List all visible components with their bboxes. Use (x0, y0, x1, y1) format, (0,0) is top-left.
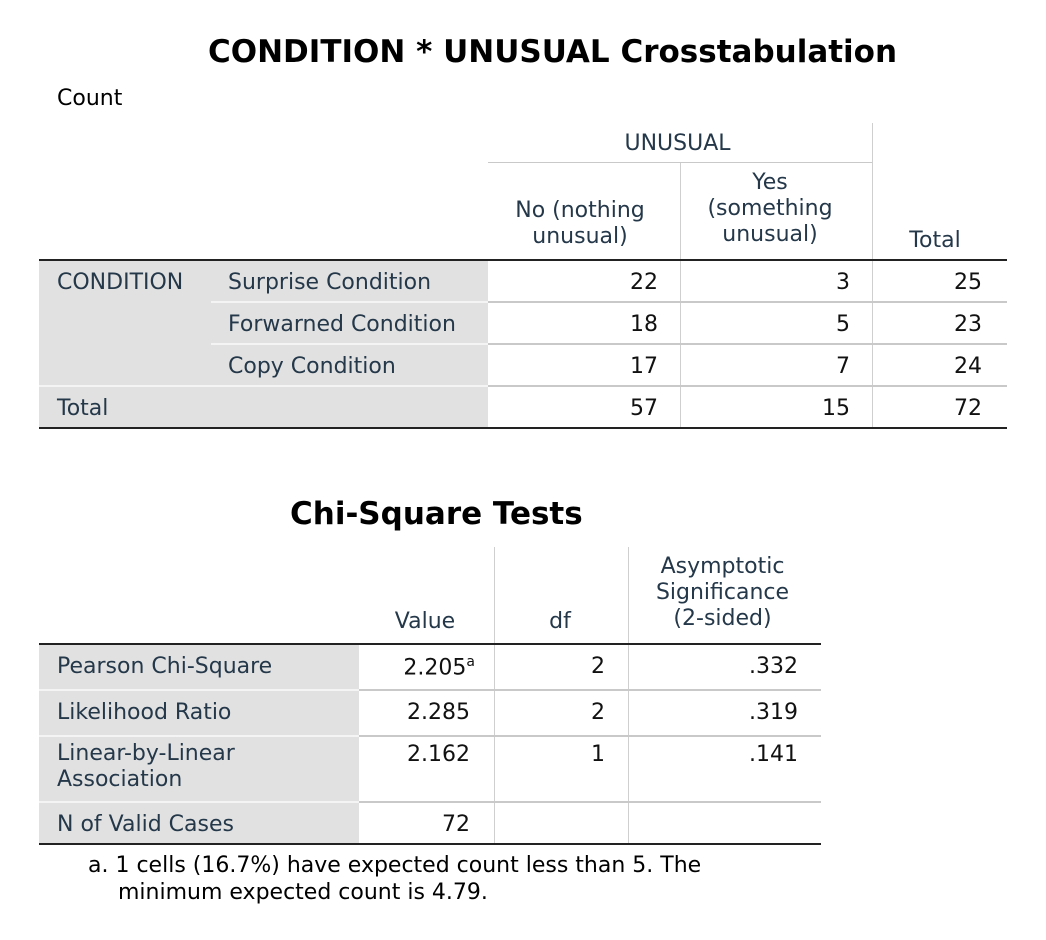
col-header-total: Total (909, 228, 961, 253)
divider (628, 547, 629, 843)
divider (494, 547, 495, 843)
row-group-label: CONDITION (57, 270, 184, 295)
chi-value: 2.162 (407, 742, 470, 767)
crosstab-title: CONDITION * UNUSUAL Crosstabulation (208, 34, 898, 70)
divider (211, 301, 488, 303)
footnote-marker: a (466, 654, 475, 670)
divider (39, 643, 821, 645)
chi-row-label: Linear-by-Linear Association (57, 741, 235, 792)
row-label-copy: Copy Condition (228, 354, 396, 379)
footnote-line-2: minimum expected count is 4.79. (118, 880, 488, 905)
cell: 24 (954, 354, 982, 379)
row-label-total: Total (57, 396, 109, 421)
chi-row-label: N of Valid Cases (57, 812, 234, 837)
chi-footnote: a. 1 cells (16.7%) have expected count l… (88, 852, 768, 906)
divider (488, 343, 1007, 345)
divider (39, 259, 1007, 261)
cell: 3 (836, 270, 850, 295)
cell: 57 (630, 396, 658, 421)
chi-sig: .141 (749, 742, 798, 767)
chi-df: 2 (591, 700, 605, 725)
chi-value: 72 (442, 812, 470, 837)
divider (359, 689, 821, 691)
chi-sig: .319 (749, 700, 798, 725)
chi-sig: .332 (749, 654, 798, 679)
chi-title: Chi-Square Tests (290, 496, 583, 532)
divider (359, 735, 821, 737)
cell: 15 (822, 396, 850, 421)
crosstab-subtitle: Count (57, 86, 123, 111)
divider (872, 123, 873, 260)
divider (488, 385, 1007, 387)
divider (488, 301, 1007, 303)
chi-df: 1 (591, 742, 605, 767)
divider (488, 162, 872, 163)
divider (211, 343, 488, 345)
col-group-header: UNUSUAL (624, 131, 731, 156)
divider (39, 735, 359, 737)
col-header-no: No (nothing unusual) (515, 198, 645, 249)
divider (39, 427, 1007, 429)
divider (39, 801, 359, 803)
cell: 72 (954, 396, 982, 421)
divider (680, 163, 681, 260)
divider (359, 801, 821, 803)
col-header-yes: Yes (something unusual) (707, 170, 833, 247)
chi-value: 2.205a (403, 654, 475, 681)
cell: 18 (630, 312, 658, 337)
divider (39, 385, 488, 387)
chi-row-label: Likelihood Ratio (57, 700, 232, 725)
chi-col-header-value: Value (394, 609, 456, 634)
footnote-line-1: a. 1 cells (16.7%) have expected count l… (88, 853, 702, 878)
row-label-surprise: Surprise Condition (228, 270, 432, 295)
cell: 23 (954, 312, 982, 337)
chi-row-label: Pearson Chi-Square (57, 654, 273, 679)
cell: 22 (630, 270, 658, 295)
chi-rowlabel-shade (39, 645, 359, 843)
divider (39, 689, 359, 691)
cell: 7 (836, 354, 850, 379)
chi-col-header-sig: Asymptotic Significance (2-sided) (655, 554, 790, 631)
cell: 5 (836, 312, 850, 337)
divider (39, 843, 821, 845)
chi-value: 2.285 (407, 700, 470, 725)
row-label-forwarned: Forwarned Condition (228, 312, 456, 337)
cell: 17 (630, 354, 658, 379)
cell: 25 (954, 270, 982, 295)
chi-df: 2 (591, 654, 605, 679)
chi-col-header-df: df (549, 609, 571, 634)
